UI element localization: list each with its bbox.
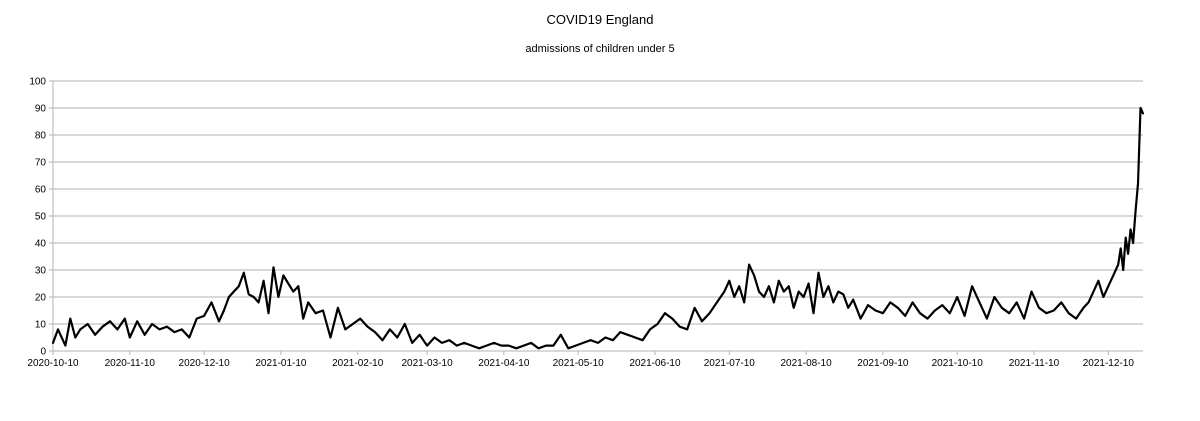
x-tick-label: 2021-05-10 [553,358,605,369]
y-tick-label: 80 [35,131,47,142]
x-tick-label: 2021-02-10 [332,358,384,369]
y-tick-label: 20 [35,293,47,304]
series-line [51,106,1145,350]
x-tick-label: 2020-11-10 [105,358,156,369]
y-tick-label: 100 [29,77,46,88]
y-tick-label: 40 [35,239,47,250]
x-tick-label: 2021-03-10 [401,358,453,369]
x-tick-label: 2021-01-10 [255,358,307,369]
x-tick-label: 2021-06-10 [629,358,681,369]
x-tick-label: 2021-12-10 [1083,358,1135,369]
x-tick-label: 2021-04-10 [478,358,530,369]
y-tick-label: 90 [35,104,47,115]
chart-subtitle: admissions of children under 5 [525,43,675,55]
x-tick-label: 2021-10-10 [932,358,984,369]
x-tick-label: 2021-07-10 [704,358,756,369]
x-tick-label: 2021-08-10 [781,358,833,369]
y-tick-label: 50 [35,212,47,223]
chart-title: COVID19 England [546,12,654,27]
y-tick-label: 30 [35,266,47,277]
y-tick-label: 70 [35,158,47,169]
x-tick-label: 2021-11-10 [1009,358,1060,369]
y-tick-label: 0 [40,347,46,358]
y-tick-label: 10 [35,320,47,331]
y-tick-label: 60 [35,185,47,196]
x-tick-label: 2020-10-10 [27,358,79,369]
x-tick-label: 2020-12-10 [179,358,231,369]
x-tick-label: 2021-09-10 [857,358,909,369]
